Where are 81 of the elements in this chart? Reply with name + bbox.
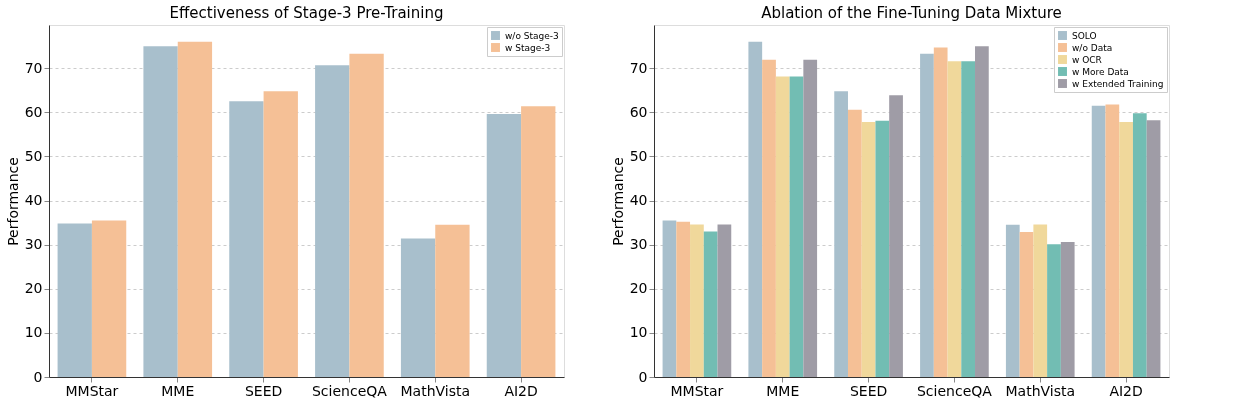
x-tick-label: MME (766, 382, 800, 399)
x-tick-label: AI2D (1109, 382, 1143, 399)
bar (803, 59, 818, 377)
bar (947, 61, 962, 377)
bar (834, 91, 848, 377)
bar (1091, 105, 1106, 377)
x-tick-label: MathVista (1005, 382, 1076, 399)
chart-title: Effectiveness of Stage-3 Pre-Training (169, 4, 444, 22)
bar (486, 114, 522, 377)
y-tick-label: 10 (629, 324, 648, 341)
x-tick-label: MME (161, 382, 195, 399)
y-tick-label: 60 (629, 103, 648, 120)
y-tick-label: 70 (629, 59, 648, 76)
bar (57, 223, 92, 377)
bar (435, 224, 470, 377)
bar (690, 224, 704, 377)
y-axis-title: Performance (4, 157, 21, 246)
y-tick-label: 50 (629, 147, 648, 164)
legend-label: w Extended Training (1072, 78, 1164, 89)
x-tick-label: MMStar (65, 382, 119, 399)
legend-label: SOLO (1072, 30, 1097, 41)
bar (1033, 224, 1048, 377)
bar (1132, 113, 1147, 377)
y-tick-label: 60 (24, 103, 43, 120)
bar (676, 221, 691, 377)
bar (1119, 122, 1133, 377)
bar (920, 53, 934, 377)
legend-label: w/o Data (1072, 42, 1113, 53)
x-tick-label: MMStar (670, 382, 724, 399)
y-tick-label: 10 (24, 324, 43, 341)
x-tick-label: ScienceQA (916, 382, 993, 399)
bar (1105, 104, 1120, 377)
legend-label: w Stage-3 (505, 42, 551, 53)
bar (762, 59, 776, 377)
x-tick-label: MathVista (400, 382, 471, 399)
bar (400, 238, 436, 377)
bar (703, 231, 718, 377)
bar (1047, 244, 1061, 377)
bar (975, 46, 989, 377)
chart-title: Ablation of the Fine-Tuning Data Mixture (761, 4, 1062, 22)
bar (748, 41, 763, 377)
bar (889, 95, 903, 377)
bar (1019, 231, 1034, 377)
legend-label: w More Data (1072, 66, 1129, 77)
x-tick-label: AI2D (504, 382, 538, 399)
bar (349, 53, 384, 377)
x-tick-label: SEED (244, 382, 283, 399)
bar (662, 220, 677, 377)
bar (177, 41, 213, 377)
bar (143, 46, 178, 377)
bar (789, 76, 804, 377)
y-tick-label: 20 (24, 280, 43, 297)
bar (875, 120, 890, 377)
bar (775, 76, 790, 377)
bar (315, 65, 350, 377)
y-tick-label: 40 (629, 192, 648, 209)
bar (229, 101, 264, 377)
x-tick-label: ScienceQA (311, 382, 388, 399)
bar (717, 224, 732, 377)
bar (263, 91, 298, 377)
bar (1060, 242, 1075, 377)
bar (933, 47, 948, 377)
y-axis-title: Performance (609, 157, 626, 246)
y-tick-label: 0 (638, 368, 648, 385)
y-tick-label: 30 (24, 236, 43, 253)
legend-label: w OCR (1072, 54, 1102, 65)
bar (521, 106, 556, 377)
bar (1005, 224, 1020, 377)
y-tick-label: 70 (24, 59, 43, 76)
bar (1146, 120, 1161, 377)
y-tick-label: 20 (629, 280, 648, 297)
y-tick-label: 50 (24, 147, 43, 164)
x-tick-label: SEED (849, 382, 888, 399)
bar (847, 109, 862, 377)
y-tick-label: 40 (24, 192, 43, 209)
bar (91, 220, 127, 377)
y-tick-label: 30 (629, 236, 648, 253)
legend-label: w/o Stage-3 (505, 30, 559, 41)
bar (961, 61, 976, 377)
bar (861, 122, 876, 377)
y-tick-label: 0 (33, 368, 43, 385)
